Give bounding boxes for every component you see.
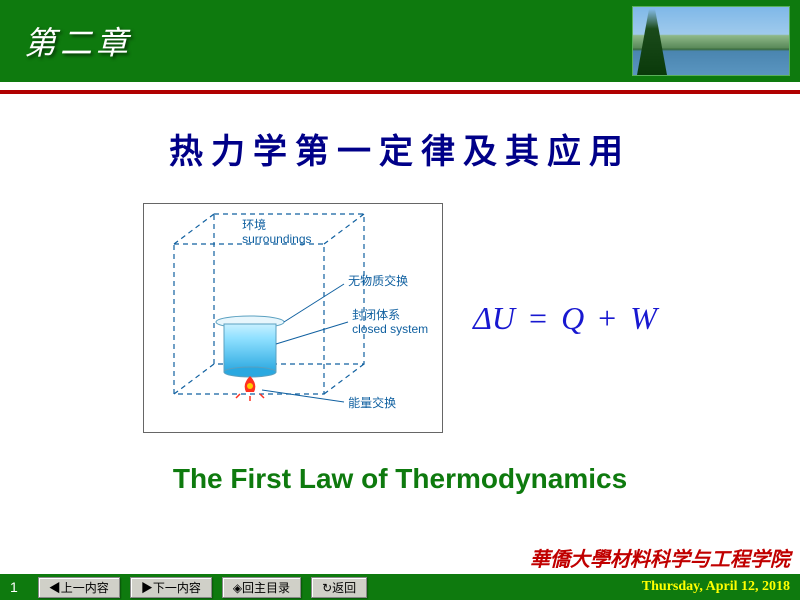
footer-date: Thursday, April 12, 2018 [642,579,790,595]
affiliation-text: 華僑大學材料科学与工程学院 [530,543,790,572]
home-button[interactable]: ◈回主目录 [222,577,301,598]
footer-bar: 1 ◀上一内容 ▶下一内容 ◈回主目录 ↻返回 Thursday, April … [0,574,800,600]
label-closed-system: 封闭体系 closed system [352,308,428,337]
label-energy-exchange: 能量交换 [348,396,396,410]
next-button[interactable]: ▶下一内容 [130,577,212,598]
chapter-title: 第二章 [24,18,132,64]
diagram-row: 环境 surroundings 无物质交换 封闭体系 closed system… [40,203,760,433]
label-no-mass-exchange: 无物质交换 [348,274,408,288]
english-title: The First Law of Thermodynamics [40,463,760,495]
slide-content: 热力学第一定律及其应用 [0,94,800,495]
closed-system-diagram: 环境 surroundings 无物质交换 封闭体系 closed system… [143,203,443,433]
first-law-equation: ΔU = Q + W [473,300,657,337]
prev-button[interactable]: ◀上一内容 [38,577,120,598]
main-title-cn: 热力学第一定律及其应用 [40,124,760,173]
page-number: 1 [10,579,18,595]
header-bar: 第二章 [0,0,800,82]
header-scenic-photo [632,6,790,76]
back-button[interactable]: ↻返回 [311,577,367,598]
label-surroundings: 环境 surroundings [242,218,311,247]
